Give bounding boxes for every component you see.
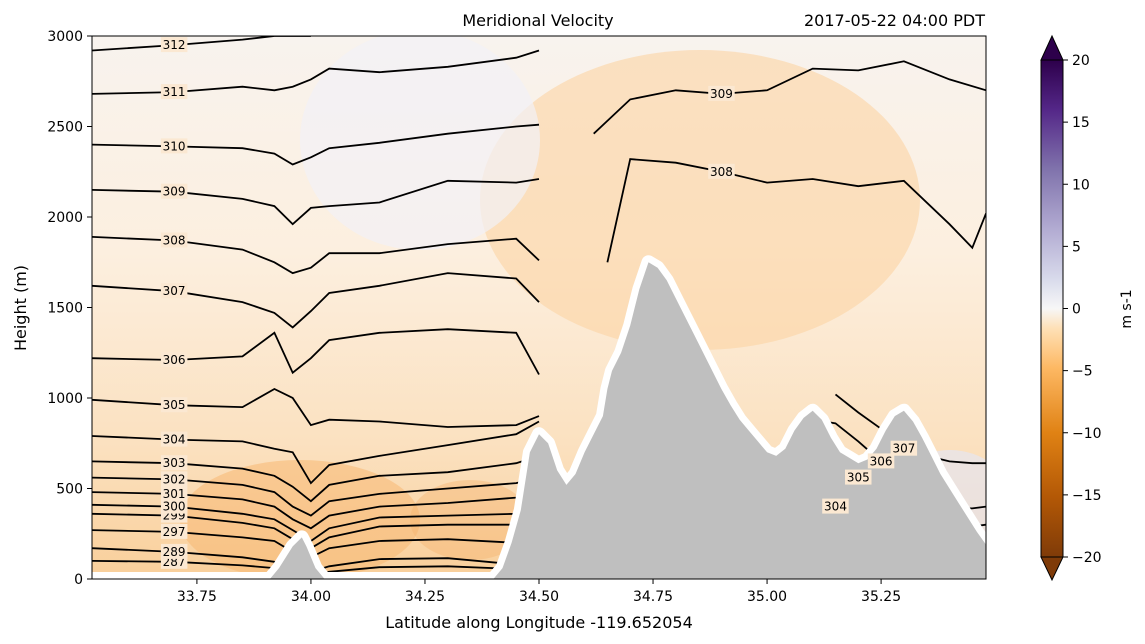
colorbar-tick-label: −10 bbox=[1072, 426, 1102, 442]
contour-311 bbox=[92, 49, 540, 95]
contour-312 bbox=[92, 36, 311, 52]
contour-label-bg-312 bbox=[160, 37, 188, 53]
contour-label-bg-289 bbox=[160, 543, 188, 559]
x-tick-label: 33.75 bbox=[177, 589, 217, 605]
colorbar-tick-label: −15 bbox=[1072, 488, 1102, 504]
contour-right-label-304: 304 bbox=[824, 500, 847, 514]
contour-308 bbox=[92, 236, 540, 275]
contour-right-label-bg-308 bbox=[708, 163, 735, 179]
contour-305 bbox=[92, 387, 540, 428]
colorbar-extend-top bbox=[1040, 34, 1064, 61]
contour-304 bbox=[92, 420, 540, 485]
contour-label-309: 309 bbox=[163, 185, 186, 199]
colorbar-tick-label: 20 bbox=[1072, 53, 1090, 69]
contour-label-bg-303 bbox=[160, 455, 188, 471]
y-tick-label: 500 bbox=[56, 482, 83, 498]
colorbar-bar bbox=[1040, 59, 1064, 558]
contour-label-301: 301 bbox=[163, 487, 186, 501]
contour-right-309 bbox=[593, 60, 986, 135]
contour-label-bg-310 bbox=[160, 138, 188, 154]
y-tick-label: 0 bbox=[74, 572, 83, 588]
contour-label-bg-304 bbox=[160, 431, 188, 447]
contour-306 bbox=[92, 328, 540, 375]
contour-label-306: 306 bbox=[163, 353, 186, 367]
y-tick-label: 2500 bbox=[47, 120, 83, 136]
contour-right-label-bg-306 bbox=[867, 453, 895, 469]
contour-label-bg-305 bbox=[160, 397, 188, 413]
chart-timestamp: 2017-05-22 04:00 PDT bbox=[804, 11, 985, 30]
y-axis-label: Height (m) bbox=[11, 265, 30, 351]
y-tick-label: 1000 bbox=[47, 391, 83, 407]
contour-label-bg-309 bbox=[160, 183, 188, 199]
contour-label-307: 307 bbox=[163, 284, 186, 298]
contour-label-303: 303 bbox=[163, 456, 186, 470]
colorbar-tick-label: 15 bbox=[1072, 115, 1090, 131]
contour-label-310: 310 bbox=[163, 139, 186, 153]
contour-label-bg-311 bbox=[160, 84, 188, 100]
contour-right-label-bg-309 bbox=[708, 85, 735, 101]
contour-303 bbox=[92, 455, 540, 503]
contour-label-297: 297 bbox=[163, 525, 186, 539]
contour-label-bg-300 bbox=[160, 498, 188, 514]
contour-label-289: 289 bbox=[163, 545, 186, 559]
contour-right-308 bbox=[606, 158, 986, 263]
contour-labels: 2872892972993003013023033043053063073083… bbox=[160, 37, 918, 569]
x-tick-label: 35.25 bbox=[861, 589, 901, 605]
chart-title: Meridional Velocity bbox=[462, 11, 613, 30]
contour-right-label-307: 307 bbox=[892, 442, 915, 456]
contour-right-label-bg-304 bbox=[822, 498, 849, 514]
colorbar-tick-label: 5 bbox=[1072, 239, 1081, 255]
colorbar-tick-label: 0 bbox=[1072, 302, 1081, 318]
terrain-profile bbox=[92, 255, 986, 579]
x-tick-label: 34.50 bbox=[519, 589, 559, 605]
y-tick-label: 1500 bbox=[47, 301, 83, 317]
x-tick-label: 34.75 bbox=[633, 589, 673, 605]
contour-right-label-bg-307 bbox=[890, 440, 918, 456]
x-axis: 33.75 34.00 34.25 34.50 34.75 35.00 35.25 bbox=[177, 579, 901, 605]
terrain-fill bbox=[92, 262, 986, 579]
contour-label-302: 302 bbox=[163, 472, 186, 486]
contour-right-label-306: 306 bbox=[870, 454, 893, 468]
contour-right-label-309: 309 bbox=[710, 87, 733, 101]
contour-label-312: 312 bbox=[163, 38, 186, 52]
contour-302 bbox=[92, 476, 540, 517]
colorbar-tick-label: −20 bbox=[1072, 550, 1102, 566]
contour-label-bg-306 bbox=[160, 352, 188, 367]
contour-right-label-bg-305 bbox=[845, 469, 872, 485]
x-tick-label: 35.00 bbox=[747, 589, 787, 605]
colorbar: −20 −15 −10 −5 0 5 10 15 20 m s-1 bbox=[1040, 34, 1135, 582]
y-tick-label: 3000 bbox=[47, 29, 83, 45]
contour-label-308: 308 bbox=[163, 234, 186, 248]
contour-label-bg-297 bbox=[160, 523, 188, 539]
contour-right-label-308: 308 bbox=[710, 165, 733, 179]
x-tick-label: 34.00 bbox=[291, 589, 331, 605]
contour-label-304: 304 bbox=[163, 433, 186, 447]
contour-label-bg-308 bbox=[160, 232, 188, 248]
contour-right-label-305: 305 bbox=[847, 471, 870, 485]
contour-307 bbox=[92, 272, 540, 329]
contour-309 bbox=[92, 178, 540, 226]
contour-label-305: 305 bbox=[163, 398, 186, 412]
colorbar-tick-label: 10 bbox=[1072, 177, 1090, 193]
contour-310 bbox=[92, 123, 540, 166]
colorbar-label: m s-1 bbox=[1119, 289, 1135, 328]
x-axis-label: Latitude along Longitude -119.652054 bbox=[385, 613, 693, 632]
contour-301 bbox=[92, 491, 540, 530]
x-tick-label: 34.25 bbox=[405, 589, 445, 605]
y-tick-label: 2000 bbox=[47, 210, 83, 226]
contour-label-bg-307 bbox=[160, 283, 188, 299]
contour-label-300: 300 bbox=[163, 500, 186, 514]
contour-label-311: 311 bbox=[163, 85, 186, 99]
colorbar-tick-label: −5 bbox=[1072, 364, 1093, 380]
y-axis: 0 500 1000 1500 2000 2500 3000 bbox=[47, 29, 92, 588]
colorbar-extend-bottom bbox=[1040, 556, 1064, 582]
contour-label-bg-302 bbox=[160, 471, 188, 487]
contour-label-bg-301 bbox=[160, 485, 188, 501]
